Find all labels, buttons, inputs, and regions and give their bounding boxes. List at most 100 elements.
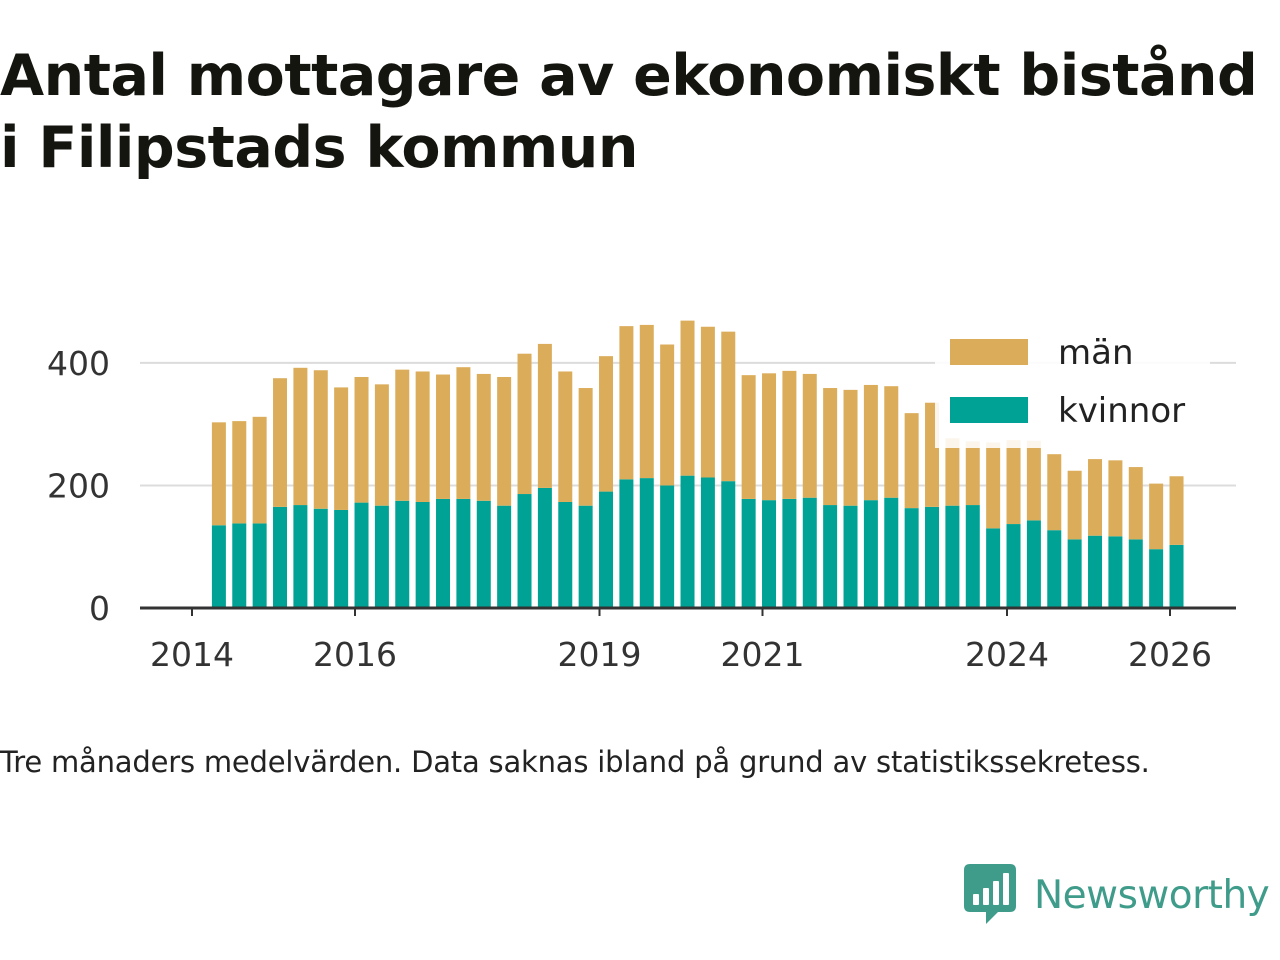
newsworthy-logo: Newsworthy [964, 862, 1270, 928]
legend-label-man: män [1058, 333, 1134, 373]
bar-man-26 [741, 375, 756, 499]
chart-footnote: Tre månaders medelvärden. Data saknas ib… [0, 745, 1150, 779]
bar-kvinnor-36 [945, 505, 960, 608]
x-axis-ticks: 2014 2016 2019 2021 2024 2026 [150, 608, 1212, 674]
bar-kvinnor-15 [517, 494, 532, 608]
bar-series [211, 320, 1184, 608]
bar-kvinnor-26 [741, 498, 756, 608]
bar-kvinnor-33 [884, 497, 899, 608]
bar-man-28 [782, 370, 797, 499]
bar-man-43 [1088, 459, 1103, 536]
bar-kvinnor-29 [802, 497, 817, 608]
bar-man-0 [211, 422, 226, 526]
bar-kvinnor-44 [1108, 536, 1123, 608]
bar-man-45 [1128, 467, 1143, 540]
bar-man-8 [374, 384, 389, 506]
bar-kvinnor-42 [1067, 539, 1082, 608]
bar-man-7 [354, 376, 369, 503]
bar-man-34 [904, 413, 919, 509]
legend: män kvinnor [935, 328, 1210, 448]
bar-man-22 [660, 344, 675, 486]
bar-man-4 [293, 367, 308, 506]
x-tick-label-2016: 2016 [313, 635, 397, 674]
bar-man-19 [599, 356, 614, 492]
bar-man-38 [986, 442, 1001, 529]
bar-man-31 [843, 389, 858, 506]
bar-man-27 [762, 373, 777, 501]
bar-man-39 [1006, 440, 1021, 525]
bar-kvinnor-14 [497, 505, 512, 608]
bar-man-1 [232, 421, 247, 524]
bar-man-18 [578, 388, 593, 506]
bar-man-25 [721, 331, 736, 482]
x-tick-label-2019: 2019 [558, 635, 642, 674]
bar-kvinnor-4 [293, 505, 308, 608]
bar-kvinnor-41 [1047, 530, 1062, 608]
bar-man-29 [802, 373, 817, 498]
bar-man-13 [476, 373, 491, 501]
bar-kvinnor-45 [1128, 539, 1143, 608]
bar-kvinnor-3 [273, 506, 288, 608]
bar-man-14 [497, 376, 512, 506]
bar-man-20 [619, 326, 634, 480]
bar-kvinnor-47 [1169, 544, 1184, 608]
bar-man-40 [1026, 440, 1041, 521]
bar-kvinnor-38 [986, 528, 1001, 608]
x-tick-label-2026: 2026 [1128, 635, 1212, 674]
bar-man-47 [1169, 476, 1184, 545]
bar-man-36 [945, 438, 960, 506]
chart-title-line-1: Antal mottagare av ekonomiskt bistånd [0, 43, 1258, 109]
y-axis-ticks: 0 200 400 [47, 344, 110, 628]
bar-man-10 [415, 371, 430, 502]
bar-kvinnor-8 [374, 505, 389, 608]
bar-man-46 [1149, 483, 1164, 550]
bar-man-21 [639, 324, 654, 479]
bar-man-44 [1108, 460, 1123, 537]
stacked-bar-chart: 0 200 400 2014 2016 2019 2021 2024 2026 män kvi… [47, 320, 1236, 674]
legend-swatch-man [950, 339, 1028, 365]
bar-man-42 [1067, 470, 1082, 540]
bar-kvinnor-27 [762, 500, 777, 608]
bar-kvinnor-12 [456, 498, 471, 608]
bar-kvinnor-17 [558, 501, 573, 608]
brand-name: Newsworthy [1034, 872, 1270, 918]
bar-man-12 [456, 367, 471, 499]
bar-man-33 [884, 386, 899, 498]
bar-man-5 [313, 370, 328, 509]
bar-man-15 [517, 353, 532, 495]
bar-man-3 [273, 378, 288, 507]
bar-kvinnor-5 [313, 508, 328, 608]
bar-man-9 [395, 369, 410, 501]
bar-kvinnor-46 [1149, 549, 1164, 608]
bar-kvinnor-16 [537, 487, 552, 608]
bar-man-37 [965, 441, 980, 506]
chart-title: Antal mottagare av ekonomiskt bistånd i … [0, 40, 1280, 184]
bar-kvinnor-7 [354, 502, 369, 608]
y-tick-label-200: 200 [47, 466, 110, 505]
bar-kvinnor-28 [782, 498, 797, 608]
bar-kvinnor-0 [211, 525, 226, 608]
bar-man-32 [863, 384, 878, 501]
bar-man-24 [700, 326, 715, 478]
bar-man-23 [680, 320, 695, 476]
bar-kvinnor-21 [639, 478, 654, 608]
bar-man-41 [1047, 454, 1062, 531]
bar-kvinnor-24 [700, 477, 715, 608]
bar-kvinnor-34 [904, 508, 919, 608]
bar-kvinnor-2 [252, 523, 267, 608]
y-tick-label-0: 0 [89, 589, 110, 628]
bar-man-17 [558, 371, 573, 502]
bar-man-11 [436, 374, 451, 499]
bar-kvinnor-30 [823, 505, 838, 608]
bar-kvinnor-32 [863, 500, 878, 608]
bar-kvinnor-35 [925, 506, 940, 608]
newsworthy-bar-icon [964, 864, 1016, 924]
bar-kvinnor-40 [1026, 520, 1041, 608]
bar-kvinnor-37 [965, 505, 980, 608]
bar-kvinnor-43 [1088, 535, 1103, 608]
legend-swatch-kvinnor [950, 397, 1028, 423]
x-tick-label-2024: 2024 [965, 635, 1049, 674]
chart-title-line-2: i Filipstads kommun [0, 115, 638, 181]
bar-kvinnor-13 [476, 500, 491, 608]
bar-kvinnor-9 [395, 500, 410, 608]
